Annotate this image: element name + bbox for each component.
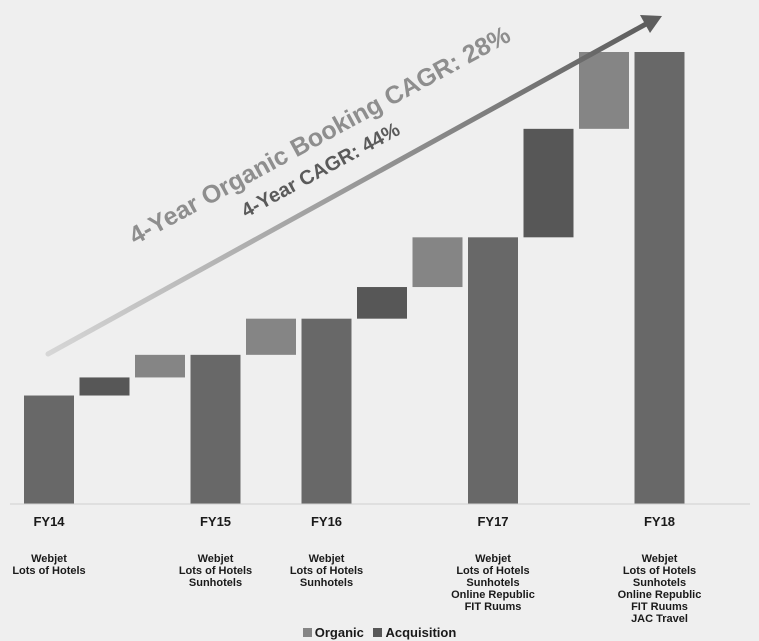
category-label-fy15: FY15: [199, 514, 232, 529]
legend-item-organic: Organic: [302, 625, 364, 640]
entity-name: FIT Ruums: [631, 601, 688, 613]
entity-list-fy15: Webjet Lots of Hotels Sunhotels: [151, 553, 281, 589]
category-label-fy17: FY17: [477, 514, 509, 529]
category-label-fy16: FY16: [310, 514, 343, 529]
legend-label-acquisition: Acquisition: [385, 625, 457, 640]
entity-name: Webjet: [475, 553, 511, 565]
entity-list-fy17: Webjet Lots of Hotels Sunhotels Online Repu…: [428, 553, 558, 613]
entity-name: JAC Travel: [631, 613, 688, 625]
organic-step-fy18: [579, 52, 629, 129]
organic-step-fy15: [135, 354, 185, 378]
entity-name: Webjet: [308, 553, 345, 565]
total-bar-fy16: [301, 318, 352, 504]
total-bar-fy15: [190, 354, 241, 504]
entity-list-fy14: Webjet Lots of Hotels: [0, 553, 114, 577]
entity-name: Lots of Hotels: [12, 565, 86, 577]
growth-arrow-line: [45, 21, 649, 357]
entity-name: Lots of Hotels: [622, 565, 697, 577]
entity-name: FIT Ruums: [464, 601, 522, 613]
legend-label-organic: Organic: [314, 625, 364, 640]
entity-name: Webjet: [641, 553, 678, 565]
entity-name: Lots of Hotels: [456, 565, 530, 577]
organic-cagr-annotation: 4-Year Organic Booking CAGR: 28%: [125, 21, 516, 250]
entity-name: Webjet: [31, 553, 67, 565]
entity-name: Online Republic: [617, 589, 702, 601]
entity-name: Lots of Hotels: [178, 565, 253, 577]
organic-step-fy17: [412, 237, 463, 288]
acquisition-step-fy17: [357, 287, 407, 319]
acquisition-step-fy18: [523, 128, 574, 238]
entity-name: Sunhotels: [299, 577, 354, 589]
entity-name: Sunhotels: [466, 577, 520, 589]
category-label-fy18: FY18: [643, 514, 676, 529]
total-bar-fy17: [468, 237, 518, 504]
legend-swatch-acquisition: [373, 628, 383, 637]
total-bar-fy14: [24, 395, 74, 504]
entity-list-fy16: Webjet Lots of Hotels Sunhotels: [262, 553, 392, 589]
entity-name: Sunhotels: [632, 577, 687, 589]
total-bar-fy18: [634, 52, 685, 504]
entity-name: Sunhotels: [188, 577, 243, 589]
growth-arrow-head: [640, 15, 662, 33]
category-label-fy14: FY14: [33, 514, 65, 529]
legend-swatch-organic: [302, 628, 312, 637]
entity-name: Online Republic: [451, 589, 535, 601]
legend: Organic Acquisition: [0, 625, 759, 640]
legend-item-acquisition: Acquisition: [373, 625, 456, 640]
acquisition-step-fy15: [79, 377, 130, 396]
entity-name: Webjet: [197, 553, 234, 565]
organic-step-fy16: [246, 318, 296, 355]
entity-list-fy18: Webjet Lots of Hotels Sunhotels Online Repu…: [595, 553, 725, 625]
entity-name: Lots of Hotels: [289, 565, 364, 577]
